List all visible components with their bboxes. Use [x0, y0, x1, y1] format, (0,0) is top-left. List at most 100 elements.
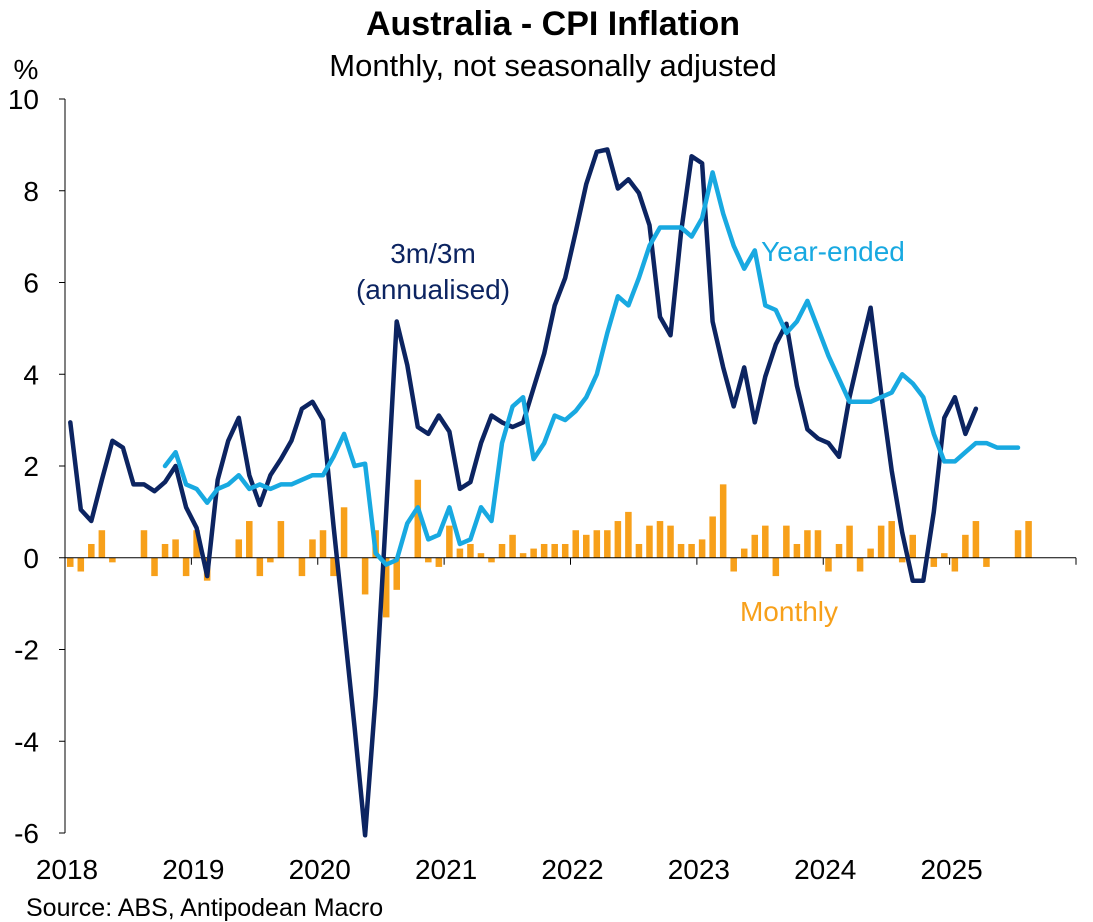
monthly-bar	[740, 548, 748, 558]
monthly-bar	[593, 530, 601, 558]
monthly-bar	[498, 543, 506, 558]
monthly-bar	[635, 543, 643, 558]
three-month-annualised-line	[68, 147, 979, 838]
monthly-bar	[709, 516, 716, 558]
monthly-bar	[88, 543, 95, 558]
axes: 10 8 6 4 2 0 -2 -4 -6 2018 2019 2020 2021 2022 2023 202…	[8, 84, 1077, 885]
monthly-bar	[435, 557, 443, 567]
monthly-bar	[941, 553, 948, 558]
monthly-bar	[656, 521, 664, 558]
monthly-bar	[519, 553, 527, 558]
monthly-bar	[983, 557, 990, 567]
monthly-bar	[867, 548, 874, 558]
y-tick-label: 2	[23, 451, 39, 482]
series-lines	[68, 147, 1021, 838]
y-tick-label: -6	[14, 818, 39, 849]
monthly-bar	[667, 525, 674, 558]
monthly-bar	[951, 557, 959, 572]
monthly-bar	[625, 511, 632, 558]
monthly-bar	[751, 534, 759, 558]
monthly-bar	[856, 557, 864, 572]
monthly-bar	[182, 557, 190, 577]
monthly-bar	[530, 548, 537, 558]
chart-title: Australia - CPI Inflation	[366, 5, 740, 43]
monthly-bar	[551, 543, 558, 558]
monthly-bar	[477, 553, 485, 558]
monthly-bar	[161, 543, 169, 558]
year-ended-line	[162, 170, 1021, 567]
monthly-bar	[698, 539, 706, 558]
monthly-bars	[67, 479, 1032, 618]
monthly-bar	[77, 557, 85, 572]
monthly-bar	[877, 525, 885, 558]
monthly-bar	[825, 557, 832, 572]
monthly-bar	[140, 530, 148, 558]
monthly-bar	[888, 521, 895, 558]
monthly-bar	[614, 521, 622, 558]
monthly-bar	[267, 557, 274, 563]
annotation-year-ended: Year-ended	[761, 236, 905, 267]
annotation-monthly: Monthly	[740, 596, 838, 627]
monthly-bar	[561, 543, 569, 558]
monthly-bar	[540, 543, 548, 558]
monthly-bar	[604, 530, 611, 558]
monthly-bar	[762, 525, 769, 558]
monthly-bar	[446, 525, 453, 558]
monthly-bar	[330, 557, 337, 577]
monthly-bar	[783, 525, 790, 558]
monthly-bar	[309, 539, 316, 558]
source-note: Source: ABS, Antipodean Macro	[26, 894, 383, 922]
monthly-bar	[583, 534, 590, 558]
monthly-bar	[193, 530, 200, 558]
x-tick-label: 2020	[289, 854, 351, 885]
monthly-bar	[256, 557, 264, 577]
x-tick-label: 2021	[415, 854, 477, 885]
monthly-bar	[719, 484, 727, 558]
monthly-bar	[772, 557, 780, 577]
monthly-bar	[646, 525, 653, 558]
monthly-bar	[572, 530, 580, 558]
x-tick-label: 2018	[36, 854, 98, 885]
monthly-bar	[382, 557, 390, 618]
monthly-bar	[793, 543, 801, 558]
x-tick-label: 2022	[541, 854, 603, 885]
x-tick-label: 2024	[794, 854, 856, 885]
monthly-bar	[425, 557, 432, 563]
monthly-bar	[246, 521, 253, 558]
y-tick-label: 6	[23, 268, 39, 299]
chart-subtitle: Monthly, not seasonally adjusted	[329, 48, 776, 83]
monthly-bar	[846, 525, 853, 558]
monthly-bar	[361, 557, 369, 595]
y-tick-label: -2	[14, 635, 39, 666]
monthly-bar	[909, 534, 916, 558]
monthly-bar	[509, 534, 516, 558]
monthly-bar	[340, 507, 348, 558]
monthly-bar	[835, 543, 843, 558]
x-tick-label: 2019	[162, 854, 224, 885]
monthly-bar	[488, 557, 495, 563]
annotation-3m3m-annualised: (annualised)	[356, 274, 510, 305]
y-tick-label: 4	[23, 359, 39, 390]
monthly-bar	[1014, 530, 1022, 558]
x-tick-label: 2023	[668, 854, 730, 885]
monthly-bar	[972, 521, 980, 558]
monthly-bar	[814, 530, 822, 558]
monthly-bar	[414, 479, 422, 558]
x-tick-label: 2025	[920, 854, 982, 885]
y-tick-label: 0	[23, 543, 39, 574]
monthly-bar	[730, 557, 737, 572]
annotation-3m3m: 3m/3m	[390, 238, 476, 269]
monthly-bar	[319, 530, 327, 558]
monthly-bar	[172, 539, 179, 558]
y-axis-unit-label: %	[14, 54, 39, 85]
monthly-bar	[98, 530, 106, 558]
monthly-bar	[298, 557, 306, 577]
monthly-bar	[235, 539, 243, 558]
y-tick-label: -4	[14, 726, 39, 757]
monthly-bar	[898, 557, 906, 563]
monthly-bar	[804, 530, 811, 558]
monthly-bar	[677, 543, 685, 558]
monthly-bar	[930, 557, 938, 567]
monthly-bar	[67, 557, 74, 567]
